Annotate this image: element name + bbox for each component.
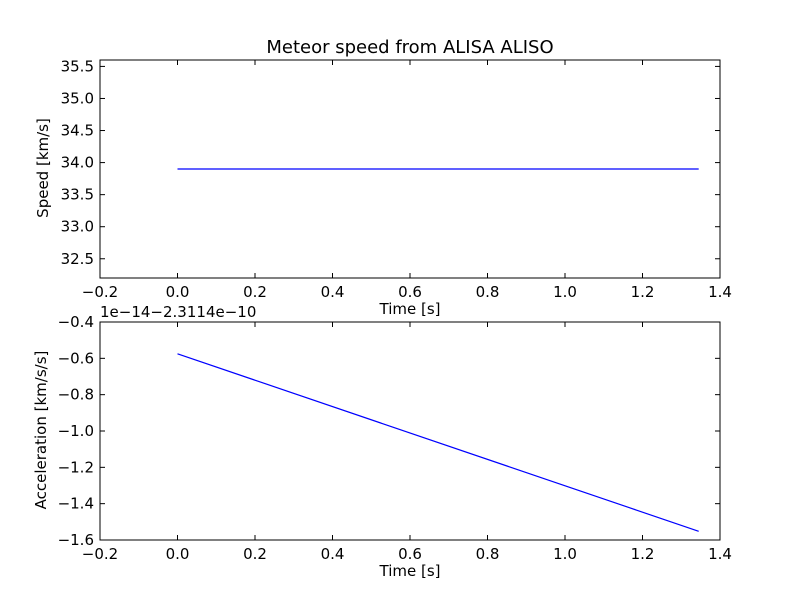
plot-frame xyxy=(99,59,721,279)
x-tick-label: 0.2 xyxy=(243,283,267,301)
x-tick-label: 0.0 xyxy=(166,545,190,563)
chart-title: Meteor speed from ALISA ALISO xyxy=(266,37,553,58)
x-tick-label: 0.0 xyxy=(166,283,190,301)
x-tick-label: 1.2 xyxy=(631,545,655,563)
x-tick-label: 0.2 xyxy=(243,545,267,563)
y-tick-label: −0.6 xyxy=(58,349,94,367)
y-axis-label: Acceleration [km/s/s] xyxy=(32,351,50,510)
y-tick-label: 34.5 xyxy=(61,122,94,140)
x-tick-label: 0.6 xyxy=(398,545,422,563)
x-tick-label: 0.8 xyxy=(476,283,500,301)
y-axis-label: Speed [km/s] xyxy=(34,118,52,218)
y-offset-label: 1e−14−2.3114e−10 xyxy=(100,303,256,321)
plot-frame xyxy=(99,321,721,541)
y-tick-label: −0.8 xyxy=(58,386,94,404)
y-tick-label: 35.0 xyxy=(61,89,94,107)
y-tick-label: −1.2 xyxy=(58,458,94,476)
x-tick-label: 1.2 xyxy=(631,283,655,301)
acceleration-chart: Time [s] Acceleration [km/s/s] 1e−14−2.3… xyxy=(32,303,732,580)
y-tick-label: 33.5 xyxy=(61,186,94,204)
x-axis-label: Time [s] xyxy=(379,300,441,318)
y-tick-label: −1.0 xyxy=(58,422,94,440)
x-tick-label: 1.0 xyxy=(553,283,577,301)
speed-chart: Meteor speed from ALISA ALISO Time [s] S… xyxy=(34,37,732,318)
y-tick-label: −0.4 xyxy=(58,313,94,331)
x-tick-label: 1.0 xyxy=(553,545,577,563)
x-tick-label: 0.4 xyxy=(321,283,345,301)
y-tick-label: 33.0 xyxy=(61,218,94,236)
series-line xyxy=(177,353,699,532)
y-tick-label: 35.5 xyxy=(61,57,94,75)
x-tick-label: 1.4 xyxy=(708,545,732,563)
y-tick-label: −1.6 xyxy=(58,531,94,549)
y-tick-label: 34.0 xyxy=(61,154,94,172)
y-tick-label: 32.5 xyxy=(61,250,94,268)
y-tick-label: −1.4 xyxy=(58,495,94,513)
x-tick-label: 1.4 xyxy=(708,283,732,301)
x-axis-label: Time [s] xyxy=(379,562,441,580)
x-tick-label: 0.8 xyxy=(476,545,500,563)
x-tick-label: 0.4 xyxy=(321,545,345,563)
x-tick-label: −0.2 xyxy=(82,283,118,301)
x-tick-label: 0.6 xyxy=(398,283,422,301)
x-tick-label: −0.2 xyxy=(82,545,118,563)
